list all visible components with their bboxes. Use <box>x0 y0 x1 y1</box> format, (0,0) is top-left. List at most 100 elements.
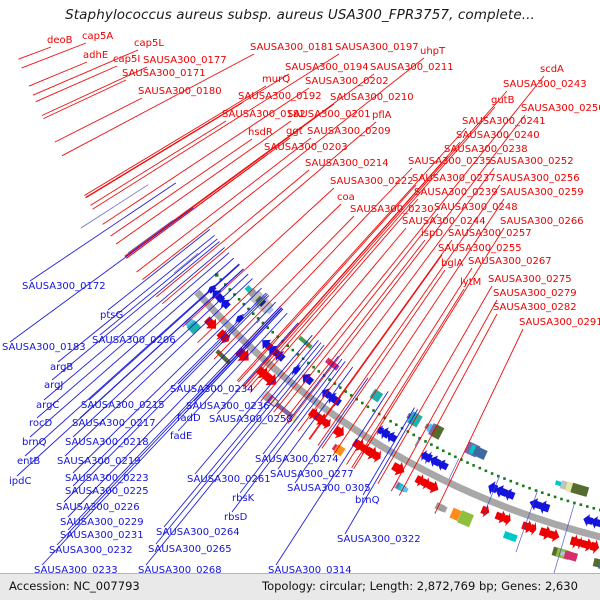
gene-label-reverse[interactable]: argB <box>50 362 74 373</box>
gene-label-reverse[interactable]: fadE <box>170 431 193 442</box>
gene-label-forward[interactable]: hsdR <box>248 127 273 138</box>
gene-label-forward[interactable]: SAUSA300_0230 <box>350 204 434 215</box>
gene-label-reverse[interactable]: rbsK <box>232 493 255 504</box>
gene-label-forward[interactable]: SAUSA300_0248 <box>434 202 518 213</box>
gene-label-forward[interactable]: SAUSA300_0238 <box>444 144 528 155</box>
gene-label-reverse[interactable]: SAUSA300_0264 <box>156 527 240 538</box>
scale-tick-leader-lines <box>80 184 575 573</box>
gene-label-reverse[interactable]: SAUSA300_0218 <box>65 437 149 448</box>
gene-label-forward[interactable]: ispD <box>421 228 444 239</box>
gene-label-reverse[interactable]: SAUSA300_0265 <box>148 544 232 555</box>
gene-label-reverse[interactable]: SAUSA300_0314 <box>268 565 352 576</box>
gene-label-reverse[interactable]: SAUSA300_0236 <box>186 401 270 412</box>
gene-label-forward[interactable]: SAUSA300_0197 <box>335 42 419 53</box>
gene-label-reverse[interactable]: SAUSA300_0232 <box>49 545 133 556</box>
gene-label-reverse[interactable]: SAUSA300_0277 <box>270 469 354 480</box>
gene-label-forward[interactable]: SAUSA300_0192 <box>238 91 322 102</box>
gene-label-forward[interactable]: deoB <box>47 35 73 46</box>
gene-label-reverse[interactable]: SAUSA300_0225 <box>65 486 149 497</box>
gene-label-forward[interactable]: SAUSA300_0209 <box>307 126 391 137</box>
gene-label-forward[interactable]: cap5L <box>134 38 164 49</box>
gene-label-reverse[interactable]: SAUSA300_0261 <box>187 474 271 485</box>
gene-label-reverse[interactable]: brnQ <box>355 495 380 506</box>
gene-label-reverse[interactable]: brnQ <box>22 437 47 448</box>
gene-label-forward[interactable]: SAUSA300_0244 <box>402 216 486 227</box>
gene-label-forward[interactable]: SAUSA300_0194 <box>285 62 369 73</box>
gene-label-reverse[interactable]: rbsD <box>224 512 248 523</box>
gene-label-reverse[interactable]: SAUSA300_0231 <box>60 530 144 541</box>
gene-label-reverse[interactable]: SAUSA300_0215 <box>81 400 165 411</box>
gene-label-forward[interactable]: uhpT <box>420 46 446 57</box>
gene-label-forward[interactable]: SAUSA300_0291 <box>519 317 600 328</box>
gene-label-reverse[interactable]: SAUSA300_0305 <box>287 483 371 494</box>
gene-label-forward[interactable]: gutB <box>491 95 515 106</box>
gene-label-forward[interactable]: pflA <box>372 110 392 121</box>
gene-label-forward[interactable]: SAUSA300_0256 <box>496 173 580 184</box>
gene-label-reverse[interactable]: argJ <box>44 380 64 391</box>
forward-leader-lines <box>18 42 545 514</box>
gene-label-reverse[interactable]: SAUSA300_0223 <box>65 473 149 484</box>
gene-label-forward[interactable]: SAUSA300_0201 <box>287 109 371 120</box>
gene-label-reverse[interactable]: SAUSA300_0274 <box>255 454 339 465</box>
gene-label-reverse[interactable]: SAUSA300_0234 <box>170 384 254 395</box>
gene-label-forward[interactable]: ggt <box>286 126 303 137</box>
gene-label-forward[interactable]: SAUSA300_0171 <box>122 68 206 79</box>
gene-label-reverse[interactable]: ptsG <box>100 310 124 321</box>
gene-label-forward[interactable]: SAUSA300_0214 <box>305 158 389 169</box>
gene-label-forward[interactable]: SAUSA300_0266 <box>500 216 584 227</box>
gene-label-forward[interactable]: SAUSA300_0222 <box>330 176 414 187</box>
gene-label-forward[interactable]: SAUSA300_0267 <box>468 256 552 267</box>
gene-label-forward[interactable]: SAUSA300_0182 <box>222 109 306 120</box>
gene-label-forward[interactable]: SAUSA300_0257 <box>448 228 532 239</box>
gene-label-forward[interactable]: SAUSA300_0210 <box>330 92 414 103</box>
gene-label-reverse[interactable]: SAUSA300_0233 <box>34 565 118 576</box>
gene-label-reverse[interactable]: SAUSA300_0322 <box>337 534 421 545</box>
gene-label-reverse[interactable]: ipdC <box>9 476 32 487</box>
gene-label-reverse[interactable]: SAUSA300_0229 <box>60 517 144 528</box>
gene-label-forward[interactable]: SAUSA300_0203 <box>264 142 348 153</box>
gene-label-forward[interactable]: SAUSA300_0250 <box>521 103 600 114</box>
gene-label-forward[interactable]: SAUSA300_0181 <box>250 42 334 53</box>
gene-label-forward[interactable]: bglA <box>441 258 464 269</box>
gene-label-forward[interactable]: adhE <box>83 50 109 61</box>
gene-label-reverse[interactable]: SAUSA300_0206 <box>92 335 176 346</box>
gene-label-reverse[interactable]: SAUSA300_0217 <box>72 418 156 429</box>
gene-label-reverse[interactable]: entB <box>17 456 41 467</box>
status-bar: Accession: NC_007793 Topology: circular;… <box>0 573 600 600</box>
gene-label-reverse[interactable]: fadD <box>177 413 201 424</box>
gene-label-forward[interactable]: SAUSA300_0243 <box>503 79 587 90</box>
gene-label-forward[interactable]: SAUSA300_0240 <box>456 130 540 141</box>
gene-label-forward[interactable]: cap5I <box>113 54 141 65</box>
gene-label-forward[interactable]: SAUSA300_0177 <box>143 55 227 66</box>
gene-label-reverse[interactable]: argC <box>36 400 60 411</box>
gene-label-reverse[interactable]: SAUSA300_0219 <box>57 456 141 467</box>
gene-label-forward[interactable]: SAUSA300_0202 <box>305 76 389 87</box>
gene-label-reverse[interactable]: SAUSA300_0226 <box>56 502 140 513</box>
gene-label-forward[interactable]: SAUSA300_0282 <box>493 302 577 313</box>
topology-status: Topology: circular; Length: 2,872,769 bp… <box>262 579 578 593</box>
gene-label-forward[interactable]: SAUSA300_0252 <box>490 156 574 167</box>
gene-label-forward[interactable]: SAUSA300_0259 <box>500 187 584 198</box>
page-title: Staphylococcus aureus subsp. aureus USA3… <box>65 7 535 23</box>
gene-label-forward[interactable]: SAUSA300_0235 <box>408 156 492 167</box>
gene-label-forward[interactable]: SAUSA300_0237 <box>412 173 496 184</box>
reverse-leader-lines <box>9 182 418 566</box>
gene-label-forward[interactable]: SAUSA300_0255 <box>438 243 522 254</box>
gene-label-forward[interactable]: scdA <box>540 64 564 75</box>
gene-label-forward[interactable]: SAUSA300_0241 <box>462 116 546 127</box>
gene-label-reverse[interactable]: SAUSA300_0183 <box>2 342 86 353</box>
gene-label-forward[interactable]: SAUSA300_0279 <box>493 288 577 299</box>
gene-label-forward[interactable]: lytM <box>460 277 482 288</box>
gene-label-forward[interactable]: SAUSA300_0239 <box>414 187 498 198</box>
gene-label-forward[interactable]: SAUSA300_0180 <box>138 86 222 97</box>
gene-label-forward[interactable]: coa <box>337 192 355 203</box>
gene-label-forward[interactable]: murQ <box>262 74 291 85</box>
gene-label-forward[interactable]: cap5A <box>82 31 114 42</box>
gene-label-forward[interactable]: SAUSA300_0275 <box>488 274 572 285</box>
gene-label-forward[interactable]: SAUSA300_0211 <box>370 62 454 73</box>
gene-label-reverse[interactable]: SAUSA300_0172 <box>22 281 106 292</box>
gene-label-reverse[interactable]: SAUSA300_0268 <box>138 565 222 576</box>
gene-label-reverse[interactable]: rocD <box>29 418 53 429</box>
gene-label-reverse[interactable]: SAUSA300_0258 <box>209 414 293 425</box>
genome-map-canvas[interactable] <box>0 0 600 573</box>
